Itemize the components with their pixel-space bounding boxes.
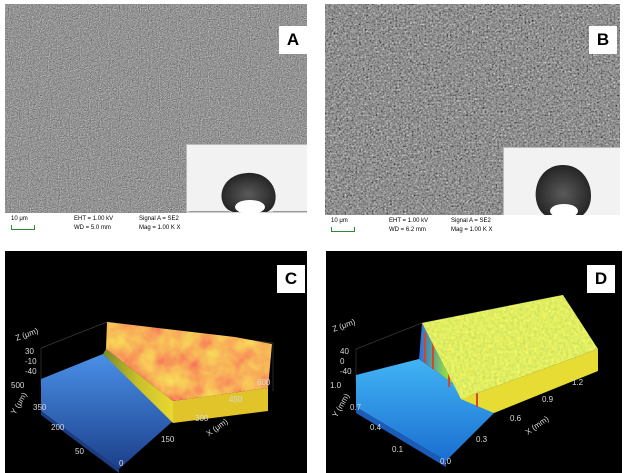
signal-b: Signal A = SE2 — [451, 218, 491, 224]
panel-label-a: A — [279, 26, 307, 54]
profile-render-d — [355, 294, 598, 467]
x-tick-d-1: 0.3 — [476, 435, 488, 444]
water-droplet-b — [504, 164, 620, 225]
y-tick-d-1: 0.7 — [350, 403, 362, 412]
wd-b: WD = 6.2 mm — [389, 227, 426, 233]
profile-3d-c: C Z (μm) 30 -10 -40 Y (μm) 500 350 200 5… — [5, 251, 307, 473]
profile-render-c — [40, 321, 274, 473]
y-tick-c-0: 500 — [11, 381, 25, 390]
contact-angle-inset-a — [186, 144, 307, 222]
sem-image-b: B 10 μm EHT = 1.00 kV WD = 6.2 mm Signal… — [325, 4, 620, 237]
y-tick-d-2: 0.4 — [370, 423, 382, 432]
mag-b: Mag = 1.00 K X — [451, 227, 493, 233]
eht-a: EHT = 1.00 kV — [74, 216, 114, 222]
y-tick-c-2: 200 — [51, 423, 65, 432]
z-tick-c-2: -40 — [25, 367, 37, 376]
z-tick-d-2: -40 — [340, 367, 352, 376]
sem-info-bar-b: 10 μm EHT = 1.00 kV WD = 6.2 mm Signal A… — [325, 215, 620, 237]
panel-label-b: B — [589, 26, 617, 54]
x-tick-d-0: 0.0 — [440, 457, 452, 466]
x-tick-c-1: 150 — [161, 435, 175, 444]
x-tick-c-0: 0 — [119, 459, 124, 468]
y-tick-c-1: 350 — [33, 403, 47, 412]
x-tick-c-2: 300 — [195, 414, 209, 423]
y-tick-d-0: 1.0 — [330, 381, 342, 390]
scale-bar-b — [331, 227, 355, 232]
x-tick-c-4: 600 — [257, 378, 271, 387]
scale-bar-a — [11, 225, 35, 230]
sem-info-bar-a: 10 μm EHT = 1.00 kV WD = 5.0 mm Signal A… — [5, 213, 307, 235]
z-tick-d-0: 40 — [340, 347, 349, 356]
x-tick-c-3: 450 — [229, 395, 243, 404]
scale-label-b: 10 μm — [331, 218, 348, 224]
z-tick-c-1: -10 — [25, 357, 37, 366]
z-tick-c-0: 30 — [25, 347, 34, 356]
signal-a: Signal A = SE2 — [139, 216, 179, 222]
y-tick-c-3: 50 — [75, 447, 84, 456]
z-tick-d-1: 0 — [340, 357, 345, 366]
x-tick-d-4: 1.2 — [572, 378, 584, 387]
wd-a: WD = 5.0 mm — [74, 225, 111, 231]
profile-3d-d: D Z (μm) 40 0 -40 Y (mm) 1.0 0.7 0.4 0.1… — [326, 251, 622, 473]
contact-angle-inset-b — [503, 147, 620, 225]
x-tick-d-2: 0.6 — [510, 414, 522, 423]
mag-a: Mag = 1.00 K X — [139, 225, 181, 231]
x-tick-d-3: 0.9 — [542, 395, 554, 404]
panel-label-d: D — [587, 265, 615, 293]
eht-b: EHT = 1.00 kV — [389, 218, 429, 224]
water-droplet-a — [187, 172, 307, 222]
panel-label-c: C — [277, 265, 305, 293]
sem-image-a: A 10 μm EHT = 1.00 kV WD = 5.0 mm Signal… — [5, 4, 307, 235]
scale-label-a: 10 μm — [11, 216, 28, 222]
y-tick-d-3: 0.1 — [392, 445, 404, 454]
